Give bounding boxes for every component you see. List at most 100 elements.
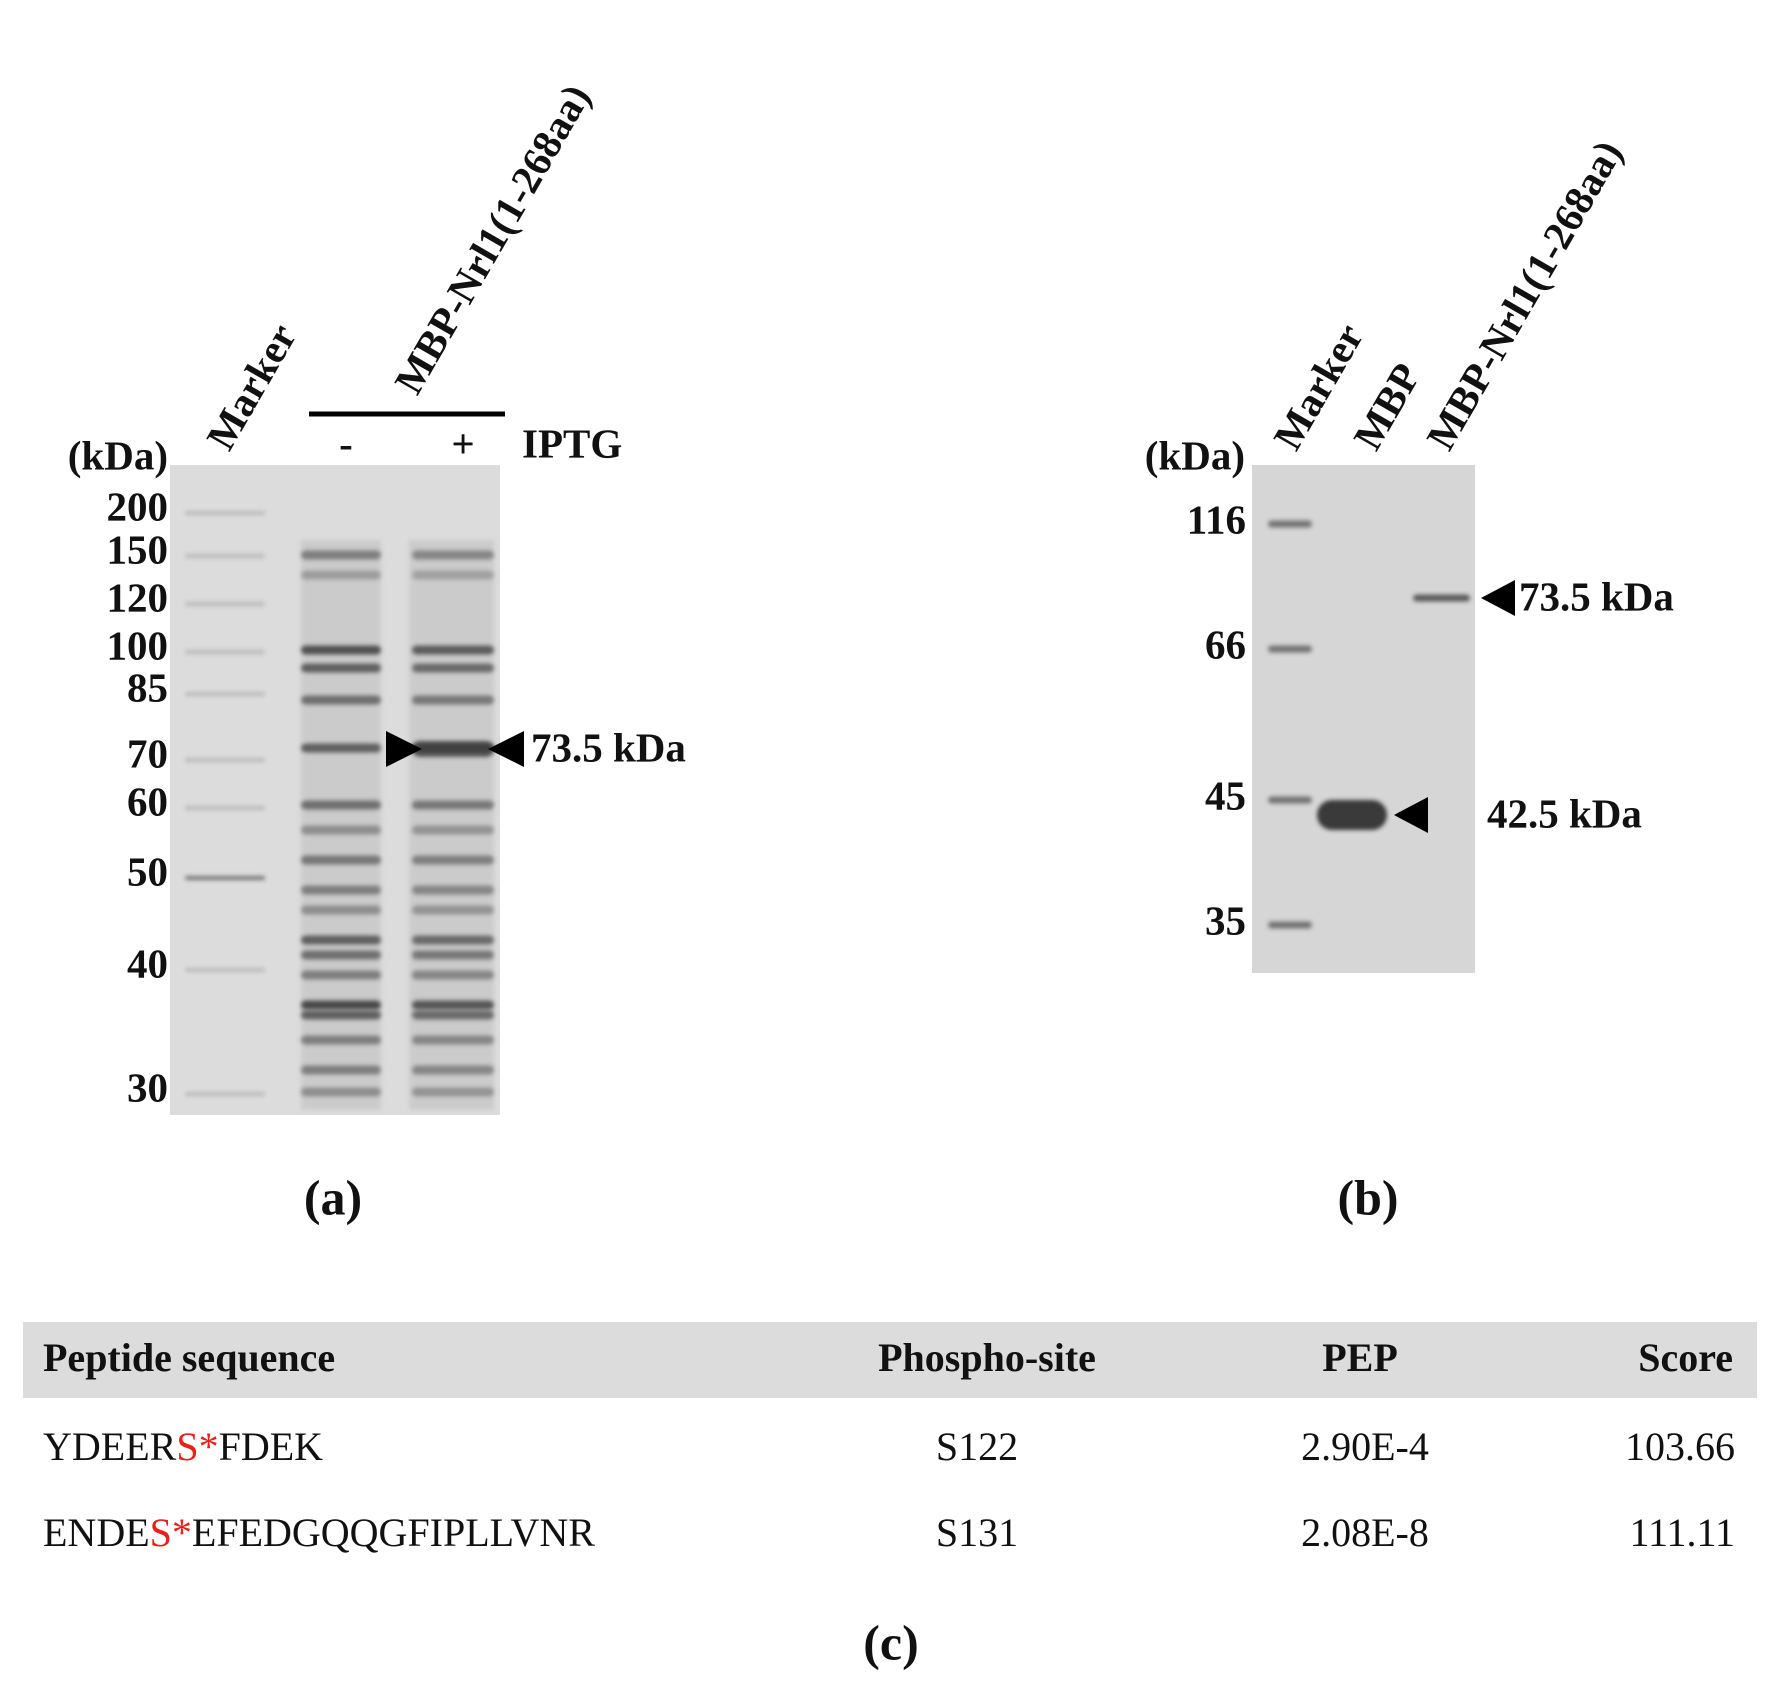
gel-band <box>301 570 381 580</box>
gel-band <box>301 970 381 980</box>
peptide-part: YDEER <box>43 1424 177 1469</box>
table-header: Score <box>1638 1335 1733 1380</box>
ladder-label: 30 <box>127 1064 168 1110</box>
ladder-label: 70 <box>127 730 168 776</box>
gel-band <box>185 554 265 558</box>
gel-band <box>301 1065 381 1075</box>
gel-band <box>301 855 381 865</box>
gel-band <box>412 800 494 810</box>
gel-band <box>185 650 265 654</box>
gel-band <box>412 1065 494 1075</box>
gel-band <box>412 1010 494 1020</box>
ladder-label: 150 <box>107 526 169 572</box>
gel-band <box>412 1000 494 1010</box>
gel-band <box>1268 520 1312 528</box>
gel-band <box>185 968 265 972</box>
caption: (a) <box>304 1169 362 1225</box>
gel-band <box>1268 645 1312 653</box>
gel-band <box>412 570 494 580</box>
arrowhead <box>1481 580 1515 616</box>
gel-band <box>412 741 494 757</box>
table-header: Phospho-site <box>878 1335 1096 1380</box>
ladder-label: 35 <box>1205 897 1246 943</box>
gel-band <box>412 885 494 895</box>
gel-band <box>185 602 265 606</box>
iptg-minus: - <box>339 420 353 466</box>
gel-band <box>301 550 381 560</box>
gel-band <box>185 806 265 810</box>
gel-band <box>185 758 265 762</box>
lane-label: MBP <box>1344 355 1429 457</box>
gel-band <box>301 645 381 655</box>
annotation: 73.5 kDa <box>531 724 686 770</box>
score: 103.66 <box>1625 1424 1735 1469</box>
gel-band <box>1413 594 1470 602</box>
ladder-labels: 116 66 45 35 <box>1187 496 1246 943</box>
gel-band <box>1317 800 1387 830</box>
gel-band <box>301 935 381 945</box>
lane-label: MBP-Nrl1(1-268aa) <box>1417 132 1631 457</box>
gel-band <box>412 935 494 945</box>
annotation: 42.5 kDa <box>1487 790 1642 836</box>
unit-label: (kDa) <box>1145 432 1245 478</box>
gel-band <box>301 950 381 960</box>
gel-band <box>301 695 381 705</box>
gel-band <box>185 876 265 880</box>
gel-band <box>301 663 381 673</box>
gel-band <box>412 550 494 560</box>
site: S122 <box>936 1424 1018 1469</box>
pep: 2.90E-4 <box>1301 1424 1429 1469</box>
gel-band <box>412 645 494 655</box>
peptide-part: EFEDGQQGFIPLLVNR <box>192 1510 595 1555</box>
table-header-band <box>23 1322 1757 1398</box>
gel-band <box>1268 796 1312 804</box>
ladder-label: 40 <box>127 940 168 986</box>
ladder-label: 50 <box>127 848 168 894</box>
gel-band <box>412 695 494 705</box>
lane-smear <box>409 540 494 1110</box>
iptg-plus: + <box>451 420 474 466</box>
gel-band <box>185 511 265 515</box>
gel-band <box>185 692 265 696</box>
table-header: Peptide sequence <box>43 1335 335 1380</box>
unit-label: (kDa) <box>68 432 168 478</box>
peptide-part: ENDE <box>43 1510 150 1555</box>
arrowhead <box>386 731 422 767</box>
gel-band <box>301 905 381 915</box>
gel-band <box>301 1035 381 1045</box>
ladder-label: 116 <box>1187 496 1246 542</box>
gel-a <box>170 465 500 1115</box>
gel-b <box>1252 465 1475 973</box>
gel-band <box>412 905 494 915</box>
ladder-label: 45 <box>1205 772 1246 818</box>
arrowhead <box>488 731 524 767</box>
site: S131 <box>936 1510 1018 1555</box>
phospho-residue: S* <box>150 1510 192 1555</box>
lane-smear <box>301 540 381 1110</box>
ladder-label: 200 <box>107 483 169 529</box>
gel-band <box>412 855 494 865</box>
gel-band <box>412 950 494 960</box>
gel-band <box>301 800 381 810</box>
ladder-label: 100 <box>107 622 169 668</box>
score: 111.11 <box>1629 1510 1735 1555</box>
peptide: ENDES*EFEDGQQGFIPLLVNR <box>43 1510 595 1555</box>
ladder-label: 60 <box>127 778 168 824</box>
gel-background <box>1252 465 1475 973</box>
gel-band <box>412 825 494 835</box>
gel-band <box>185 1092 265 1096</box>
pep: 2.08E-8 <box>1301 1510 1429 1555</box>
gel-band <box>301 1000 381 1010</box>
caption: (c) <box>863 1614 919 1670</box>
peptide-part: FDEK <box>219 1424 324 1469</box>
gel-band <box>1268 921 1312 929</box>
lane-label: MBP-Nrl1(1-268aa) <box>385 76 599 401</box>
caption: (b) <box>1337 1169 1398 1225</box>
lane-label: Marker <box>197 316 305 457</box>
phospho-residue: S* <box>176 1424 218 1469</box>
gel-band <box>412 1035 494 1045</box>
gel-band <box>412 663 494 673</box>
ladder-label: 120 <box>107 574 169 620</box>
